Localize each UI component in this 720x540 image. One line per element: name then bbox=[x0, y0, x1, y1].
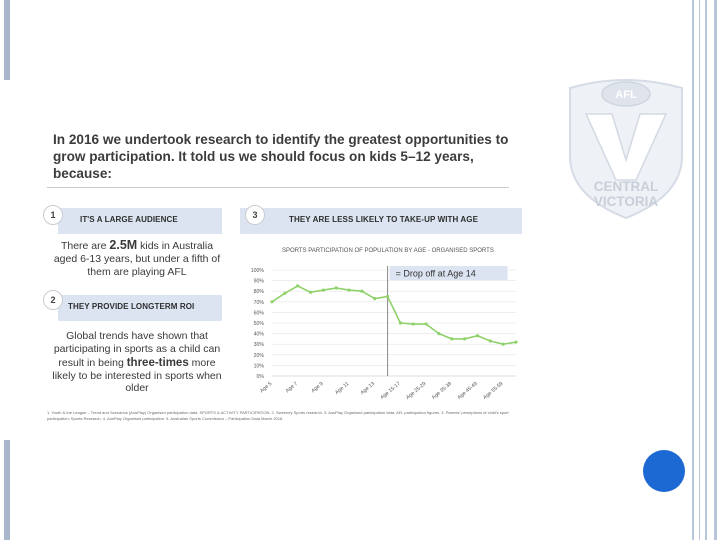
section-number-3: 3 bbox=[245, 205, 265, 225]
section-band-1: IT'S A LARGE AUDIENCE bbox=[58, 208, 222, 234]
section-number-1: 1 bbox=[43, 205, 63, 225]
data-point bbox=[437, 332, 441, 336]
data-point bbox=[283, 291, 287, 295]
chart-title: SPORTS PARTICIPATION OF POPULATION BY AG… bbox=[282, 248, 494, 254]
data-point bbox=[450, 337, 454, 341]
logo-line1: CENTRAL bbox=[594, 179, 659, 194]
audience-highlight: 2.5M bbox=[109, 238, 138, 252]
roi-text: Global trends have shown that participat… bbox=[52, 330, 222, 395]
section-heading-2: THEY PROVIDE LONGTERM ROI bbox=[68, 302, 195, 311]
data-point bbox=[360, 289, 364, 293]
x-tick-label: Age 55-59 bbox=[482, 381, 504, 401]
y-tick-label: 30% bbox=[254, 342, 265, 348]
accent-circle bbox=[643, 450, 685, 492]
y-tick-label: 10% bbox=[254, 363, 265, 369]
left-accent-bar-top bbox=[4, 0, 10, 80]
annotation-label: = Drop off at Age 14 bbox=[396, 269, 476, 279]
slide-title: In 2016 we undertook research to identif… bbox=[53, 132, 509, 182]
audience-text: There are 2.5M kids in Australia aged 6-… bbox=[52, 238, 222, 279]
y-tick-label: 90% bbox=[254, 279, 265, 285]
data-point bbox=[385, 294, 390, 299]
y-tick-label: 70% bbox=[254, 300, 265, 306]
data-point bbox=[488, 339, 492, 343]
y-tick-label: 50% bbox=[254, 321, 265, 327]
x-tick-label: Age 25-29 bbox=[405, 381, 427, 401]
series-line bbox=[271, 284, 517, 346]
y-tick-label: 0% bbox=[257, 374, 265, 380]
logo-badge-text: AFL bbox=[615, 89, 637, 101]
audience-text-part2: kids in Australia aged 6-13 years, but u… bbox=[53, 240, 221, 279]
x-tick-label: Age 7 bbox=[285, 381, 299, 394]
data-point bbox=[501, 342, 505, 346]
title-divider bbox=[47, 187, 509, 188]
y-tick-label: 100% bbox=[251, 268, 265, 274]
annotation-box bbox=[389, 266, 508, 280]
data-point bbox=[270, 300, 274, 304]
footnote: 1. Youth & the League – Trend and Scenar… bbox=[47, 410, 509, 421]
participation-line-chart: 0% 10% 20% 30% 40% 50% 60% 70% 80% 90% 100% = Drop … bbox=[251, 266, 518, 401]
data-point bbox=[475, 334, 480, 338]
roi-text-part2: more likely to be interested in sports w… bbox=[52, 356, 222, 395]
y-tick-label: 40% bbox=[254, 332, 265, 338]
x-tick-label: Age 15-17 bbox=[380, 381, 402, 401]
y-tick-label: 20% bbox=[254, 353, 265, 359]
section-heading-1: IT'S A LARGE AUDIENCE bbox=[80, 215, 178, 224]
x-tick-label: Age 11 bbox=[334, 381, 350, 396]
x-tick-label: Age 35-39 bbox=[431, 381, 453, 401]
data-point bbox=[347, 288, 351, 292]
data-point bbox=[334, 286, 338, 290]
data-point bbox=[411, 322, 415, 326]
afl-central-victoria-logo: AFL CENTRAL VICTORIA bbox=[569, 79, 683, 220]
data-point bbox=[296, 284, 300, 288]
section-band-2: THEY PROVIDE LONGTERM ROI bbox=[58, 295, 222, 321]
x-tick-label: Age 5 bbox=[259, 381, 273, 394]
roi-text-part1: Global trends have shown that participat… bbox=[53, 330, 221, 369]
right-accent-line bbox=[705, 0, 707, 540]
x-tick-label: Age 45-49 bbox=[457, 381, 479, 401]
data-point bbox=[424, 322, 428, 326]
data-point bbox=[321, 288, 325, 292]
section-heading-3: THEY ARE LESS LIKELY TO TAKE-UP WITH AGE bbox=[289, 215, 479, 224]
section-number-2: 2 bbox=[43, 290, 63, 310]
audience-text-part1: There are bbox=[60, 240, 110, 252]
right-accent-line bbox=[714, 0, 717, 540]
data-point bbox=[373, 297, 377, 301]
data-point bbox=[514, 340, 518, 344]
data-point bbox=[398, 321, 403, 325]
right-accent-line bbox=[692, 0, 694, 540]
left-accent-bar-bottom bbox=[4, 440, 10, 540]
logo-line2: VICTORIA bbox=[594, 194, 659, 209]
x-tick-label: Age 9 bbox=[310, 381, 324, 394]
data-point bbox=[308, 290, 313, 294]
x-tick-label: Age 13 bbox=[360, 381, 377, 396]
data-point bbox=[463, 337, 467, 341]
y-tick-label: 80% bbox=[254, 289, 265, 295]
y-tick-label: 60% bbox=[254, 310, 265, 316]
roi-highlight: three-times bbox=[126, 356, 189, 369]
section-band-3: THEY ARE LESS LIKELY TO TAKE-UP WITH AGE bbox=[240, 208, 522, 234]
right-accent-line bbox=[699, 0, 700, 540]
